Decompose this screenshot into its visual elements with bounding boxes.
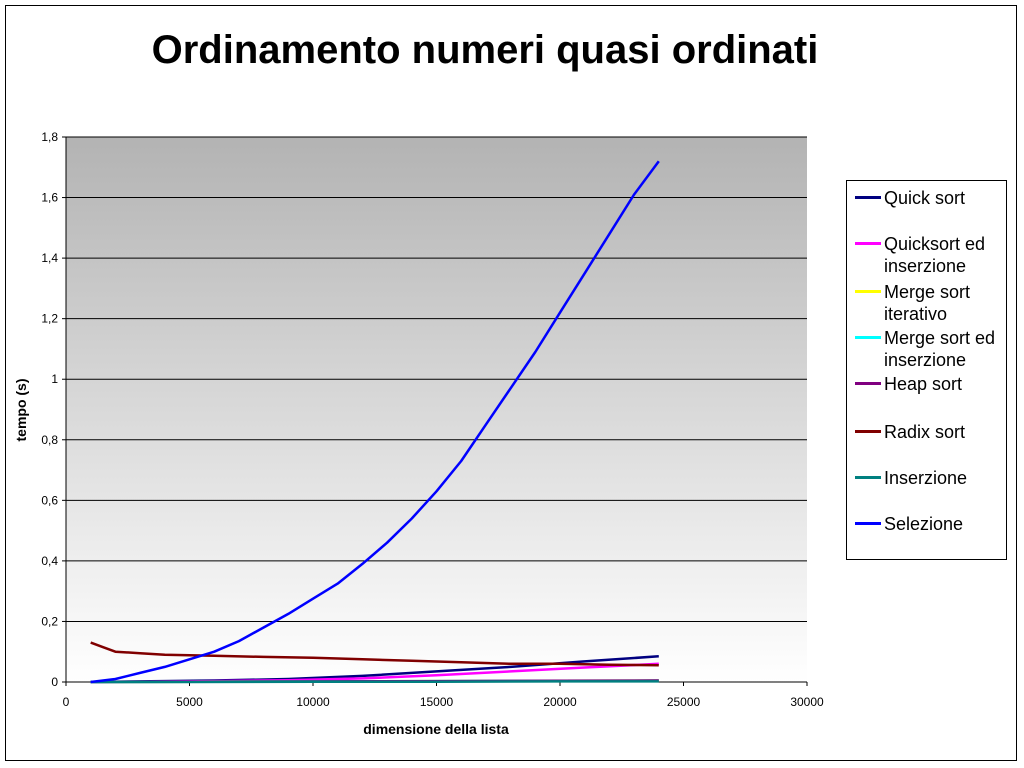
y-tick-label: 0,4 [41,554,58,568]
x-tick-label: 10000 [296,695,330,709]
chart-title: Ordinamento numeri quasi ordinati [151,28,819,72]
legend-label: Merge sort iterativo [884,282,971,324]
legend-label: Inserzione [884,468,968,488]
series-line-inserzione [90,680,659,684]
legend-label: Quicksort ed inserzione [884,234,986,276]
legend-swatch [855,382,881,385]
legend-label: Quick sort [884,188,966,208]
legend-swatch [855,242,881,245]
y-tick-label: 1,2 [41,312,58,326]
y-tick-label: 0 [51,675,58,689]
legend-label: Selezione [884,514,964,534]
x-tick-label: 20000 [543,695,577,709]
y-tick-label: 0,2 [41,614,58,628]
legend-label: Merge sort ed inserzione [884,328,996,370]
y-tick-label: 1 [51,372,58,386]
plot-area [66,137,807,682]
y-tick-labels: 0 0,2 0,4 0,6 0,8 1 1,2 1,4 1,6 1,8 [41,130,58,689]
y-tick-label: 0,8 [41,433,58,447]
series-lines [90,160,660,684]
x-tick-label: 5000 [176,695,203,709]
series-line-selezione [90,160,660,684]
x-tick-label: 30000 [790,695,824,709]
legend: Quick sort Quicksort ed inserzione Merge s… [846,180,1007,560]
x-tick-label: 0 [63,695,70,709]
legend-swatch [855,196,881,199]
y-tick-label: 1,4 [41,251,58,265]
y-tick-label: 1,6 [41,191,58,205]
legend-swatch [855,290,881,293]
x-axis-title: dimensione della lista [363,721,509,737]
legend-swatch [855,476,881,479]
y-tick-label: 1,8 [41,130,58,144]
gridlines [62,136,808,686]
legend-swatch [855,430,881,433]
x-tick-label: 15000 [420,695,454,709]
series-line-radix-sort [90,641,659,667]
legend-swatch [855,522,881,525]
x-tick-labels: 0 5000 10000 15000 20000 25000 30000 [63,695,824,709]
x-tick-label: 25000 [667,695,701,709]
y-tick-label: 0,6 [41,493,58,507]
legend-swatch [855,336,881,339]
legend-label: Heap sort [884,374,963,394]
legend-label: Radix sort [884,422,966,442]
y-axis-title: tempo (s) [13,379,29,442]
